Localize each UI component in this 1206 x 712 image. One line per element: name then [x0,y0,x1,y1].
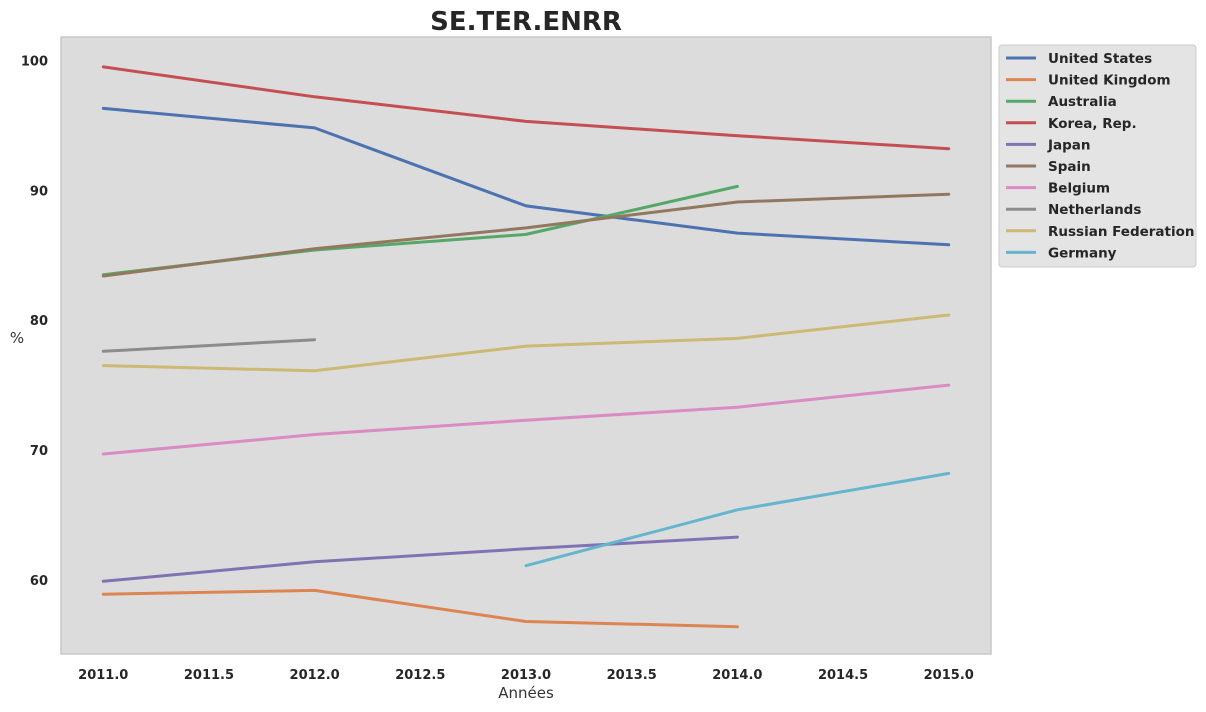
legend-box [998,44,1197,268]
x-axis-label: Années [498,684,554,702]
y-tick-label: 70 [30,444,48,459]
x-tick-label: 2011.5 [184,668,234,683]
legend-label-1: United Kingdom [1048,73,1171,89]
series-line-8 [101,313,951,373]
x-tick-label: 2013.0 [501,668,551,683]
legend-label-2: Australia [1048,94,1117,110]
y-tick-label: 90 [30,184,48,199]
x-tick-label: 2014.0 [712,668,762,683]
series-line-9 [524,471,951,568]
y-tick-label: 80 [30,314,48,329]
x-tick-label: 2012.0 [290,668,340,683]
series-line-0 [101,106,951,247]
y-tick-label: 100 [21,54,48,69]
x-tick-label: 2014.5 [818,668,868,683]
legend: United States United Kingdom Australia Kore… [998,44,1197,268]
legend-label-3: Korea, Rep. [1048,116,1137,132]
chart-title: SE.TER.ENRR [430,7,622,37]
y-axis-ticks: 60 70 80 90 100 [21,54,48,589]
x-axis-ticks: 2011.0 2011.5 2012.0 2012.5 2013.0 2013.5 2014… [78,668,974,683]
y-axis-label: % [10,329,24,347]
series-line-3 [101,65,951,151]
legend-label-9: Germany [1048,245,1117,261]
series-line-6 [101,383,951,456]
x-tick-label: 2013.5 [607,668,657,683]
legend-label-4: Japan [1047,137,1091,153]
legend-label-5: Spain [1048,159,1091,175]
legend-label-8: Russian Federation [1048,224,1195,240]
y-tick-label: 60 [30,574,48,589]
x-tick-label: 2015.0 [924,668,974,683]
series-line-5 [101,192,951,278]
series-layer [101,65,951,629]
legend-label-6: Belgium [1048,181,1110,197]
legend-label-0: United States [1048,51,1152,67]
series-line-4 [101,535,739,583]
legend-label-7: Netherlands [1048,202,1141,218]
x-tick-label: 2011.0 [78,668,128,683]
series-line-7 [101,338,317,353]
x-tick-label: 2012.5 [395,668,445,683]
series-line-1 [101,588,739,629]
